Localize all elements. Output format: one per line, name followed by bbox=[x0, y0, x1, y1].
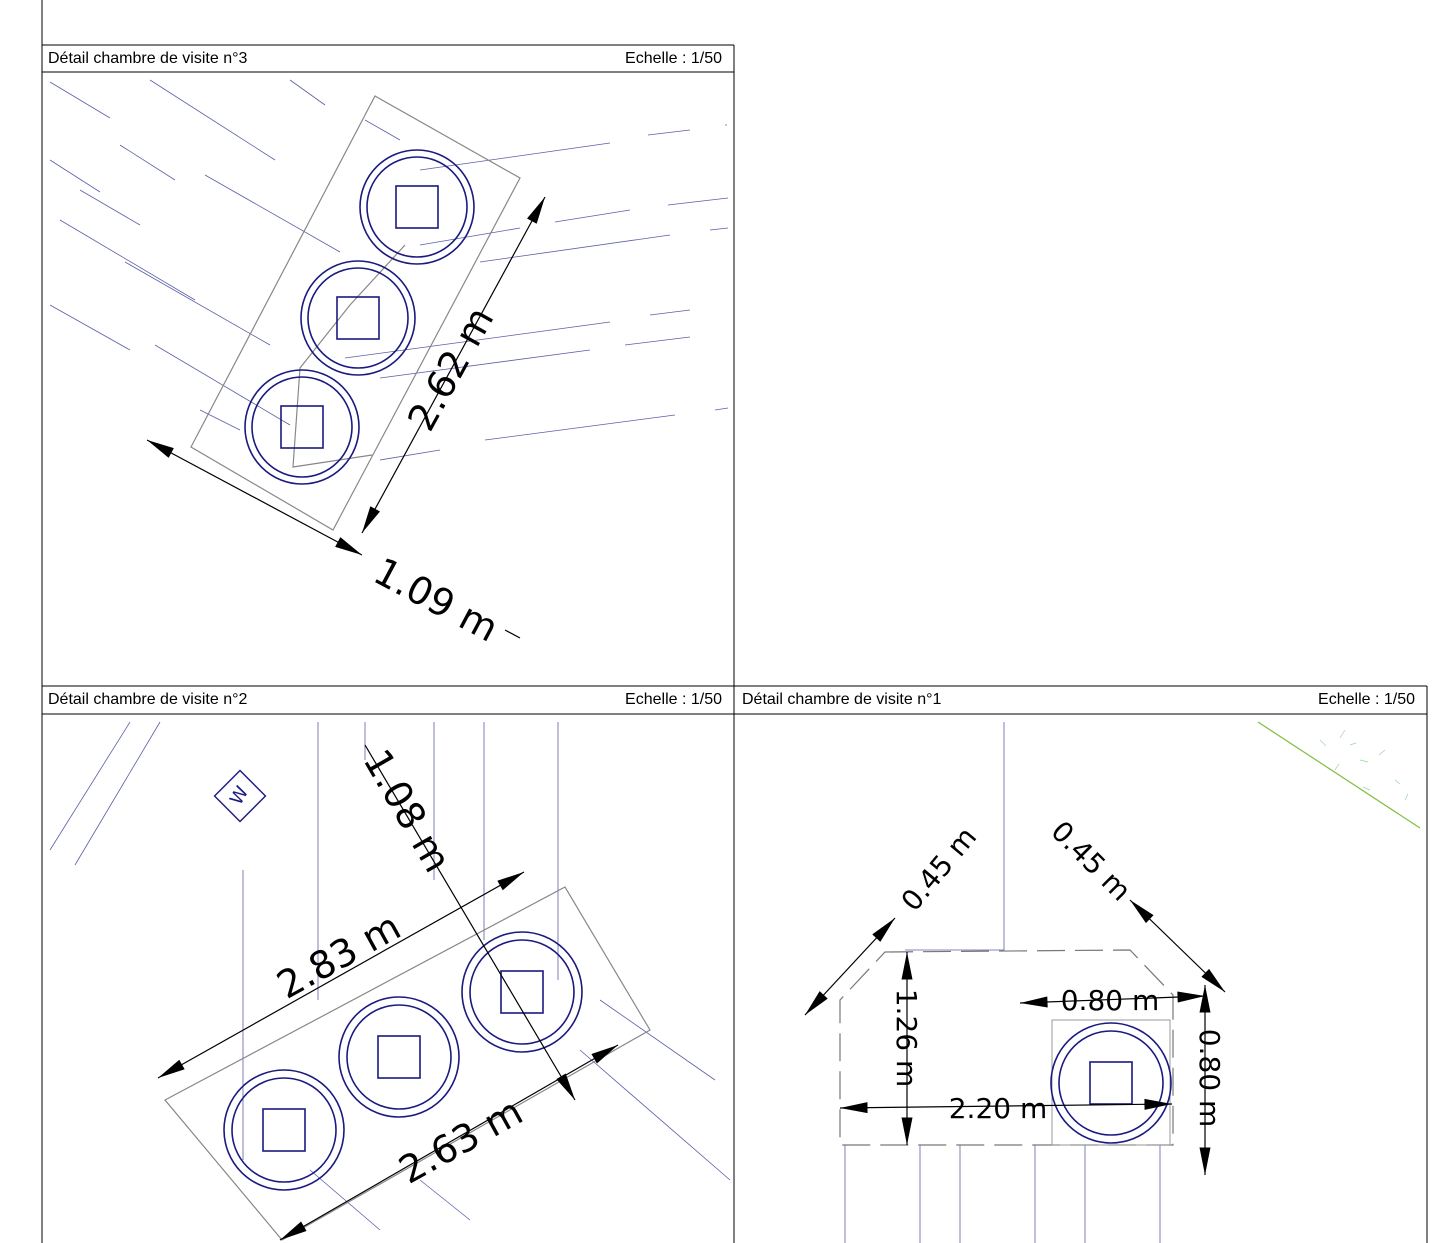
panel-scale: Echelle : 1/50 bbox=[625, 691, 722, 708]
panel-title: Détail chambre de visite n°3 bbox=[48, 50, 247, 67]
dimension-label: 2.83 m bbox=[270, 904, 408, 1007]
dimension-label: 2.20 m bbox=[949, 1092, 1048, 1125]
panel-1-drawing bbox=[805, 722, 1420, 1243]
dimension-label: 0.45 m bbox=[895, 821, 984, 918]
dimension-label: 1.26 m bbox=[890, 989, 923, 1088]
svg-text:W: W bbox=[226, 783, 253, 809]
drawing-sheet: Détail chambre de visite n°3 Echelle : 1… bbox=[0, 0, 1439, 1243]
dimension-label: 2.63 m bbox=[392, 1089, 530, 1192]
dimension-label: 0.45 m bbox=[1045, 814, 1138, 907]
dimension-label: 0.80 m bbox=[1061, 984, 1160, 1017]
dimension-label: 1.09 m bbox=[367, 549, 506, 651]
panel-title: Détail chambre de visite n°2 bbox=[48, 691, 247, 708]
dimension-label: 0.80 m bbox=[1193, 1029, 1226, 1128]
dimension-label: 1.08 m bbox=[355, 742, 460, 880]
panel-scale: Echelle : 1/50 bbox=[625, 50, 722, 67]
panel-scale: Echelle : 1/50 bbox=[1318, 691, 1415, 708]
panel-title: Détail chambre de visite n°1 bbox=[742, 691, 941, 708]
